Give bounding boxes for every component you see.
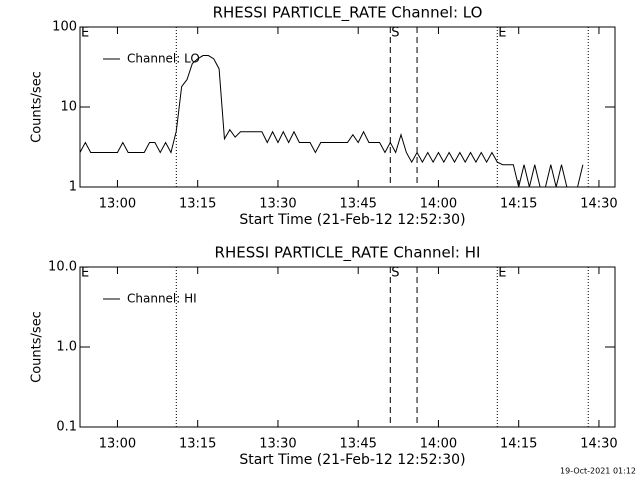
y-tick-label: 0.1 (56, 420, 77, 435)
y-tick-label: 10.0 (48, 260, 77, 275)
x-tick-label: 13:30 (259, 437, 296, 452)
y-axis-label: Counts/sec (30, 71, 45, 143)
y-tick-label: 1.0 (56, 340, 77, 355)
chart-title: RHESSI PARTICLE_RATE Channel: LO (213, 4, 483, 23)
legend-label: Channel: LO (127, 52, 200, 66)
x-tick-label: 14:30 (580, 437, 617, 452)
y-tick-label: 10 (60, 100, 77, 115)
y-tick-label: 1 (69, 180, 77, 195)
y-axis-label: Counts/sec (30, 311, 45, 383)
x-tick-label: 13:00 (99, 197, 136, 212)
event-marker: S (391, 26, 399, 41)
footer: 19-Oct-2021 01:12 (560, 467, 636, 476)
x-tick-label: 13:45 (339, 197, 376, 212)
x-tick-label: 13:00 (99, 437, 136, 452)
x-tick-label: 14:30 (580, 197, 617, 212)
event-marker: S (391, 266, 399, 281)
x-tick-label: 14:00 (420, 197, 457, 212)
data-line (79, 55, 584, 188)
x-tick-label: 14:15 (500, 437, 537, 452)
x-tick-label: 13:45 (339, 437, 376, 452)
x-axis-label: Start Time (21-Feb-12 12:52:30) (239, 452, 465, 468)
x-tick-label: 14:00 (420, 437, 457, 452)
x-tick-label: 14:15 (500, 197, 537, 212)
x-tick-label: 13:30 (259, 197, 296, 212)
legend-label: Channel: HI (127, 292, 197, 306)
x-tick-label: 13:15 (179, 437, 216, 452)
y-tick-label: 100 (52, 20, 77, 35)
x-axis-label: Start Time (21-Feb-12 12:52:30) (239, 212, 465, 228)
event-marker: E (81, 26, 89, 41)
chart-title: RHESSI PARTICLE_RATE Channel: HI (215, 244, 481, 263)
x-tick-label: 13:15 (179, 197, 216, 212)
event-marker: E (81, 266, 89, 281)
event-marker: E (498, 26, 506, 41)
event-marker: E (498, 266, 506, 281)
